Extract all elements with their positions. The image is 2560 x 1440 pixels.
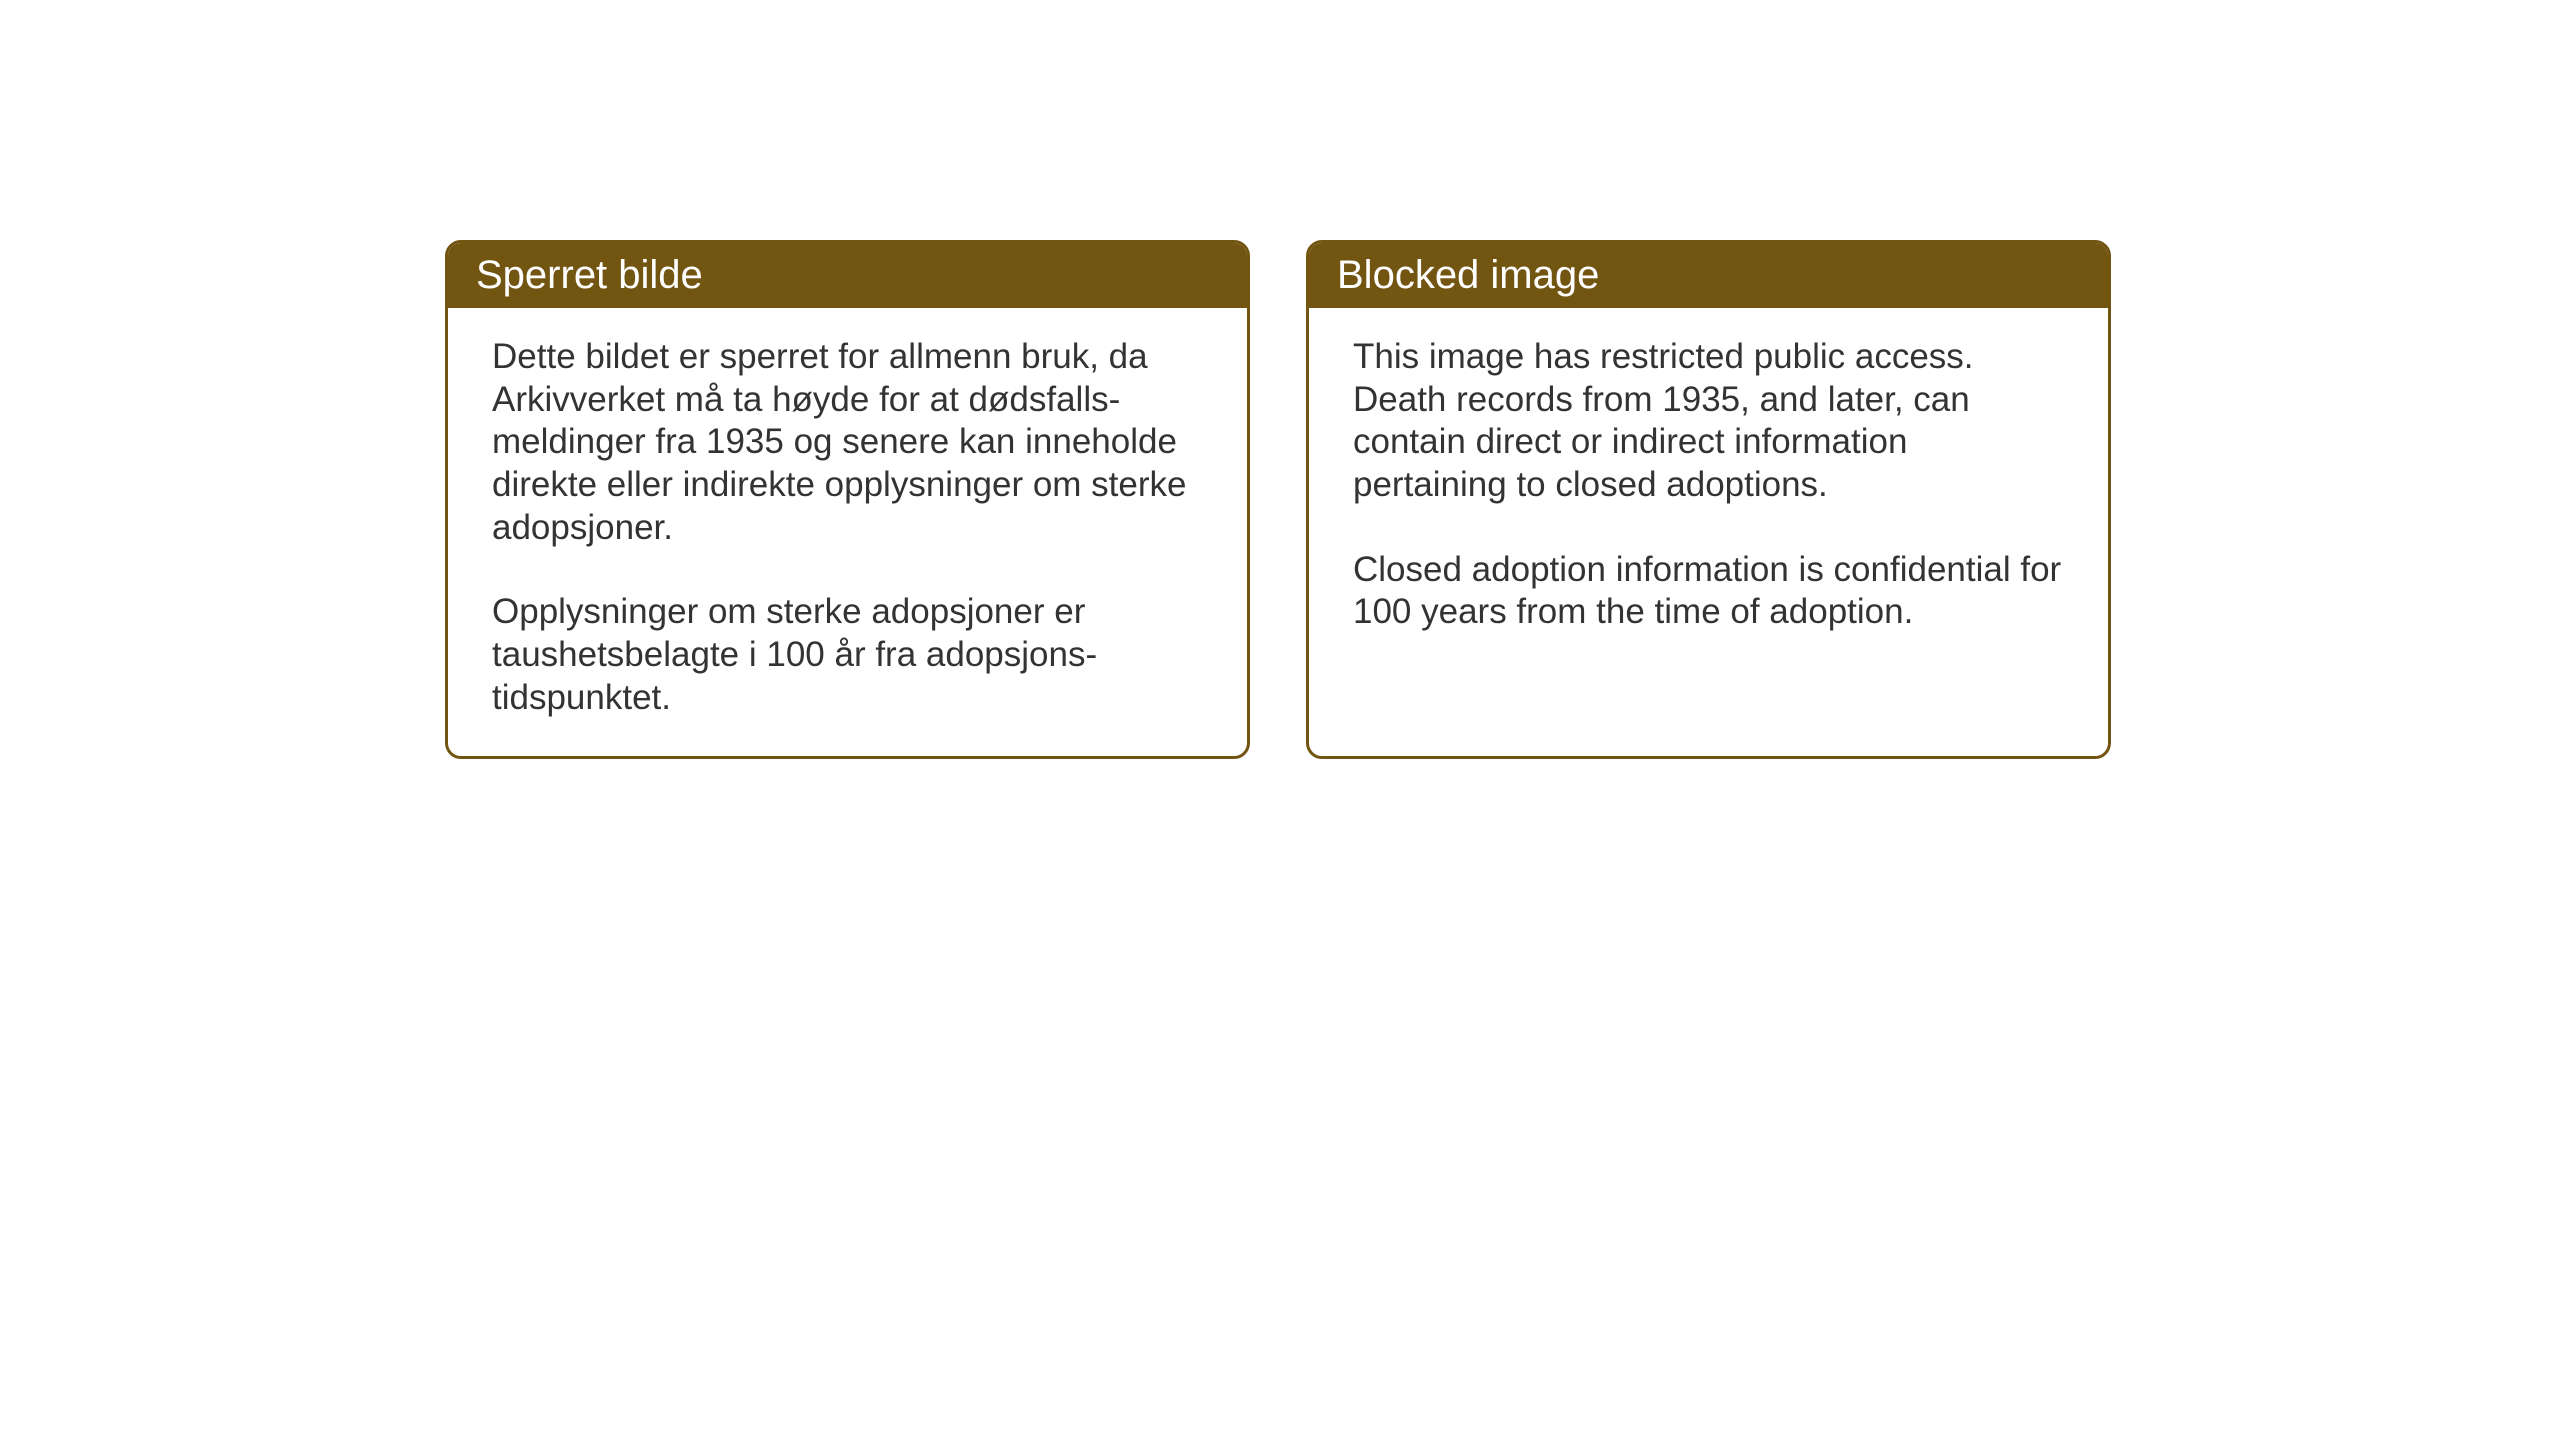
card-paragraph-1-english: This image has restricted public access.… (1353, 336, 2064, 507)
notice-card-english: Blocked image This image has restricted … (1306, 240, 2111, 759)
card-body-norwegian: Dette bildet er sperret for allmenn bruk… (448, 308, 1247, 756)
card-paragraph-2-english: Closed adoption information is confident… (1353, 549, 2064, 634)
card-header-norwegian: Sperret bilde (448, 243, 1247, 308)
card-paragraph-2-norwegian: Opplysninger om sterke adopsjoner er tau… (492, 591, 1203, 719)
card-body-english: This image has restricted public access.… (1309, 308, 2108, 670)
card-header-english: Blocked image (1309, 243, 2108, 308)
card-title-english: Blocked image (1337, 253, 1599, 297)
notice-container: Sperret bilde Dette bildet er sperret fo… (445, 240, 2111, 759)
card-paragraph-1-norwegian: Dette bildet er sperret for allmenn bruk… (492, 336, 1203, 549)
card-title-norwegian: Sperret bilde (476, 253, 703, 297)
notice-card-norwegian: Sperret bilde Dette bildet er sperret fo… (445, 240, 1250, 759)
